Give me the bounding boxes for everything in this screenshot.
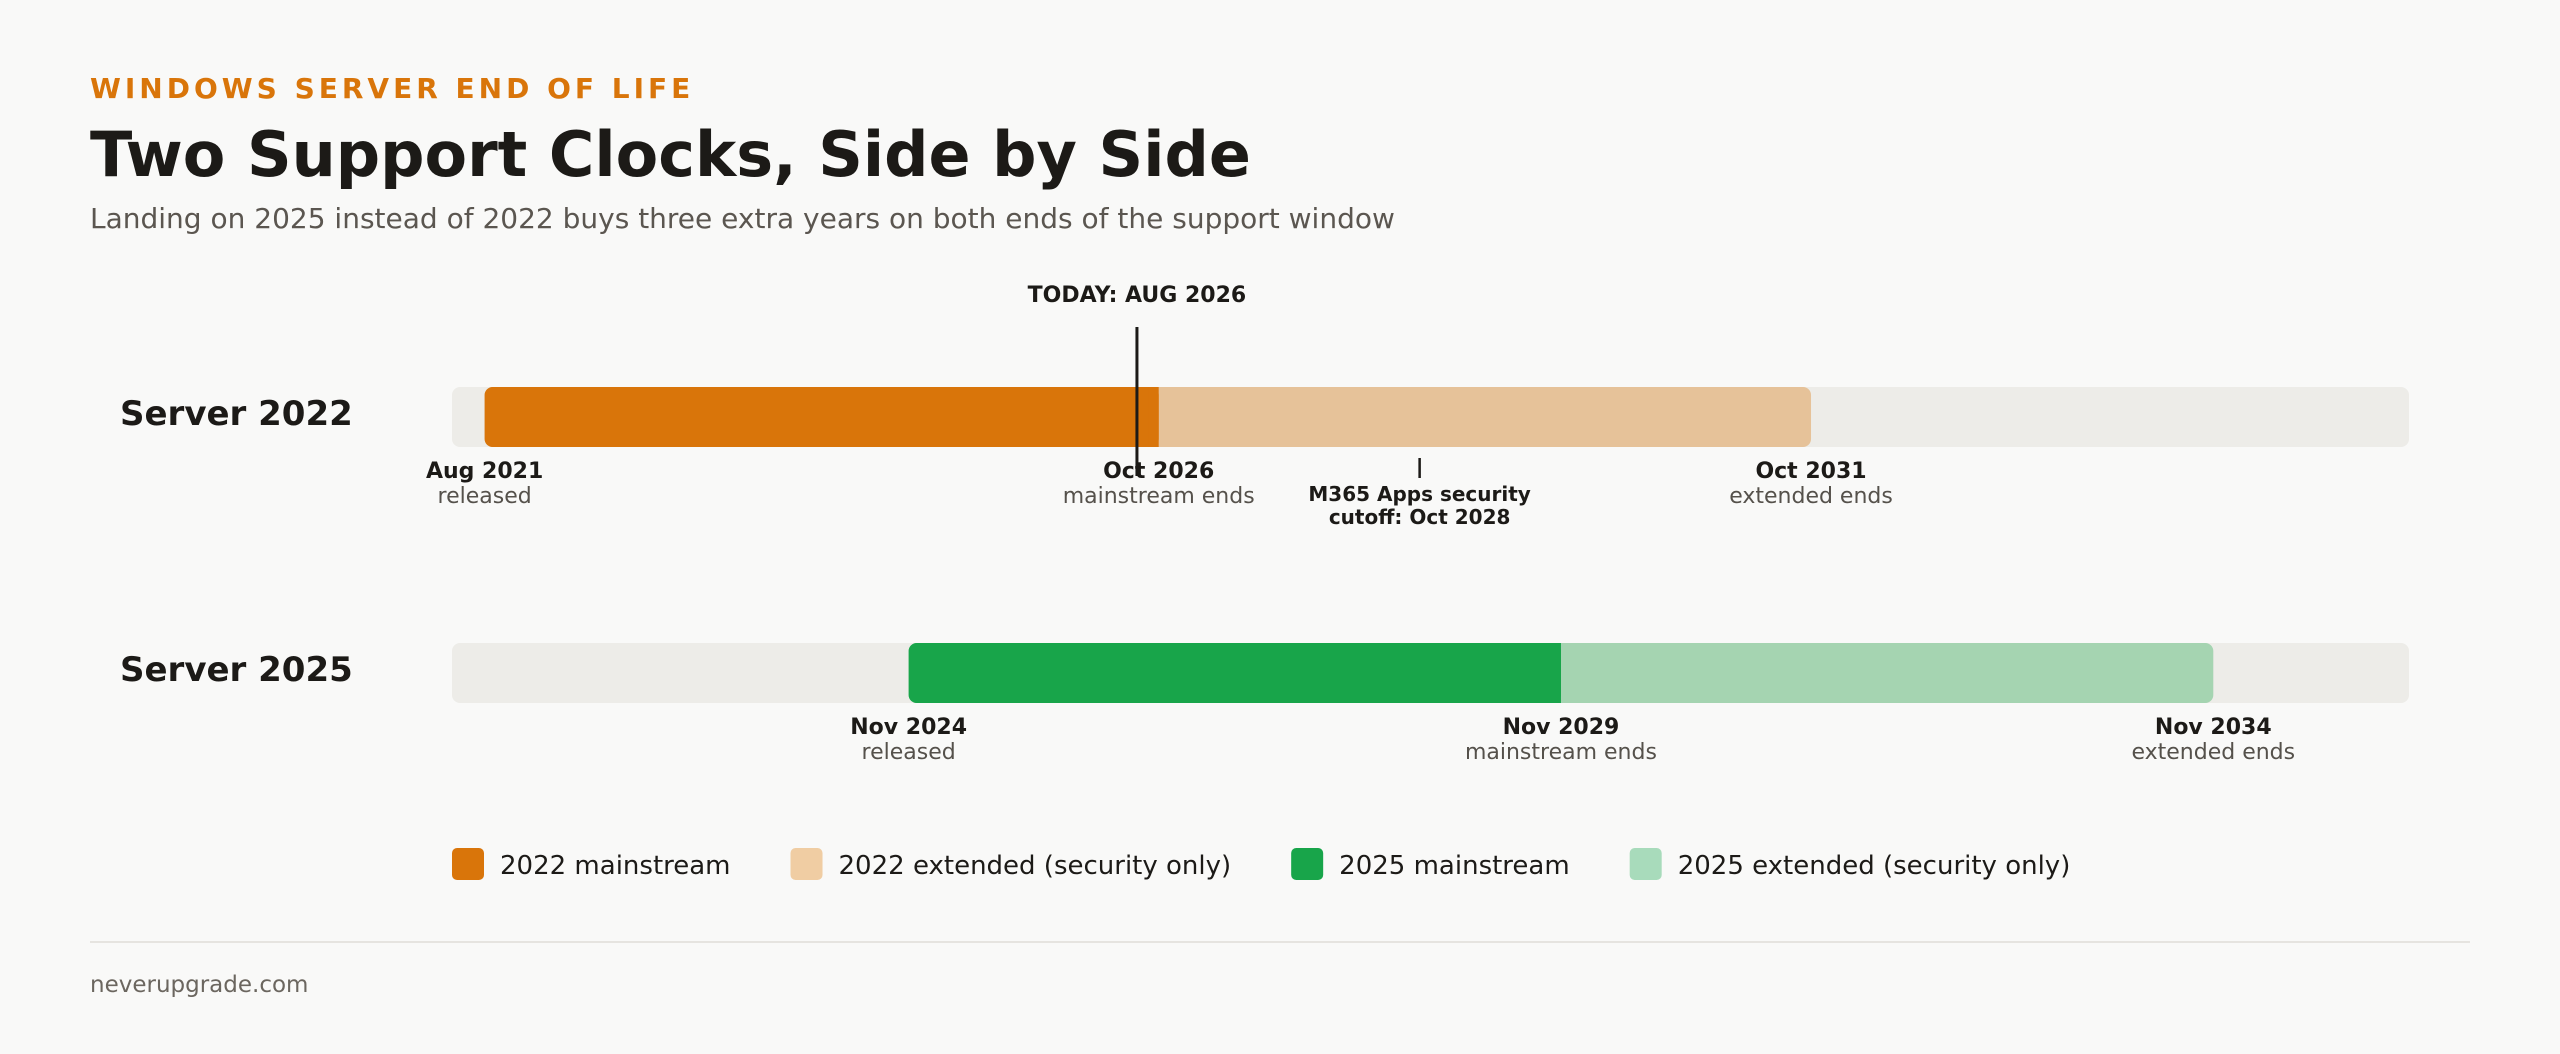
server-2022-annotation-text-0: M365 Apps security: [1308, 482, 1530, 506]
server-2025-milestone-desc-1: mainstream ends: [1465, 740, 1657, 765]
server-2025-milestone-date-0: Nov 2024: [850, 715, 967, 740]
server-2025-milestone-desc-0: released: [862, 740, 956, 765]
server-2022-milestone-desc-1: mainstream ends: [1063, 484, 1255, 509]
legend-swatch-2: [1291, 848, 1324, 880]
server-2022-row-label: Server 2022: [120, 394, 353, 434]
footer-site: neverupgrade.com: [90, 972, 309, 998]
server-2022-milestone-date-1: Oct 2026: [1103, 459, 1214, 484]
server-2025-mainstream-bar: [908, 643, 1561, 703]
page-title: Two Support Clocks, Side by Side: [90, 118, 1251, 191]
legend-label-0: 2022 mainstream: [500, 851, 731, 881]
legend-label-3: 2025 extended (security only): [1678, 851, 2071, 881]
server-2025-milestone-desc-2: extended ends: [2131, 740, 2295, 765]
server-2025-mainstream-bar-edge: [1550, 643, 1561, 703]
server-2022-mainstream-bar: [484, 387, 1159, 447]
legend-label-2: 2025 mainstream: [1339, 851, 1570, 881]
legend-swatch-3: [1629, 848, 1662, 880]
server-2022-milestone-desc-0: released: [438, 484, 532, 509]
page-subtitle: Landing on 2025 instead of 2022 buys thr…: [90, 202, 1395, 235]
server-2025-row-label: Server 2025: [120, 650, 353, 690]
today-marker-label: TODAY: AUG 2026: [1028, 283, 1247, 308]
server-2022-mainstream-bar-edge: [1148, 387, 1159, 447]
server-2022-annotation-text-1: cutoff: Oct 2028: [1329, 505, 1511, 529]
eyebrow-label: WINDOWS SERVER END OF LIFE: [90, 72, 695, 105]
footer-divider: [90, 941, 2470, 943]
server-2025-milestone-date-1: Nov 2029: [1503, 715, 1620, 740]
legend-swatch-0: [452, 848, 484, 880]
server-2022-milestone-date-2: Oct 2031: [1755, 459, 1866, 484]
server-2025-milestone-date-2: Nov 2034: [2155, 715, 2272, 740]
legend-swatch-1: [790, 848, 823, 880]
server-2022-milestone-desc-2: extended ends: [1729, 484, 1893, 509]
legend-label-1: 2022 extended (security only): [839, 851, 1232, 881]
server-2022-milestone-date-0: Aug 2021: [426, 459, 543, 484]
